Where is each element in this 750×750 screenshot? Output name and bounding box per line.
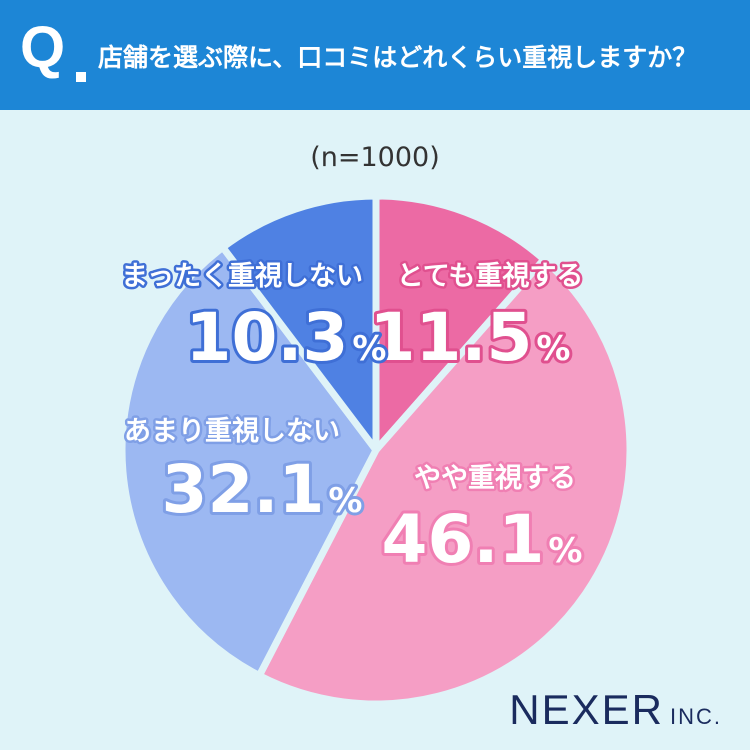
- q-mark: Q: [20, 15, 65, 80]
- brand-logo: NEXER INC.: [509, 686, 722, 734]
- slice-category-label: あまり重視しない: [124, 416, 340, 447]
- slice-value-label: 11.5%: [370, 299, 571, 376]
- slice-value-label: 46.1%: [382, 501, 583, 578]
- pie-slice-3: [118, 243, 380, 680]
- slice-category-label: まったく重視しない: [121, 261, 363, 292]
- slice-category-label: やや重視する: [414, 463, 576, 494]
- pie-slice-1: [372, 192, 548, 454]
- question-text: 店舗を選ぶ際に、口コミはどれくらい重視しますか？: [98, 43, 698, 72]
- question-header: Q 店舗を選ぶ際に、口コミはどれくらい重視しますか？: [0, 0, 750, 110]
- brand-suffix: INC.: [670, 704, 722, 729]
- slice-category-label: とても重視する: [397, 261, 584, 292]
- pie-slice-2: [255, 255, 634, 708]
- pie-slice-4: [219, 192, 380, 454]
- brand-name: NEXER: [509, 686, 664, 733]
- slice-value-label: 32.1%: [162, 451, 363, 528]
- q-dot-icon: [76, 72, 86, 82]
- sample-size: (n=1000): [310, 142, 440, 173]
- slice-value-label: 10.3%: [186, 299, 387, 376]
